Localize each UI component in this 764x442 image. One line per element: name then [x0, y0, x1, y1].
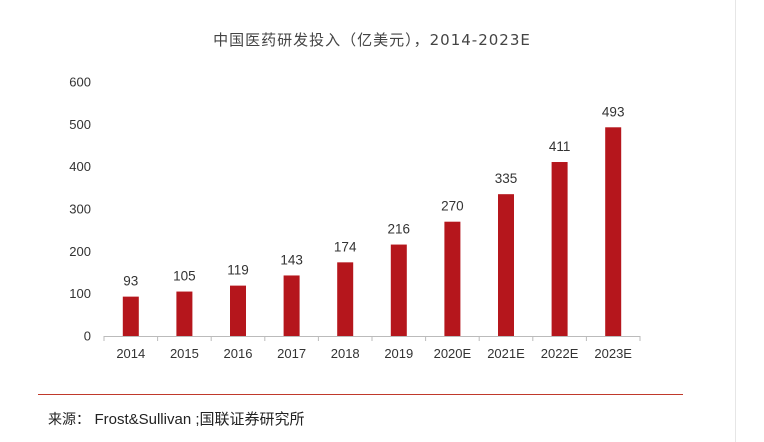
- y-tick-label: 600: [69, 75, 91, 90]
- data-label-2019: 216: [388, 222, 411, 237]
- x-tick-label-2021E: 2021E: [487, 346, 525, 361]
- bar-2014: [122, 296, 139, 336]
- source-note: 来源： Frost&Sullivan ;国联证券研究所: [48, 408, 305, 429]
- y-tick-label: 100: [69, 286, 91, 301]
- x-tick-label-2019: 2019: [384, 346, 413, 361]
- data-label-2020E: 270: [441, 199, 464, 214]
- data-labels: 93 105 119 143 174 216 270 335 411 493: [123, 104, 624, 288]
- data-label-2015: 105: [173, 269, 196, 284]
- data-label-2021E: 335: [495, 171, 518, 186]
- x-tick-label-2020E: 2020E: [434, 346, 472, 361]
- source-label: 来源：: [48, 412, 90, 428]
- data-label-2016: 119: [227, 263, 249, 278]
- x-tick-label-2015: 2015: [170, 346, 199, 361]
- source-text: Frost&Sullivan ;国联证券研究所: [94, 411, 305, 428]
- bar-series: [122, 127, 622, 337]
- bar-2023E: [605, 127, 622, 337]
- y-tick-label: 300: [69, 202, 91, 217]
- bar-2016: [230, 285, 246, 336]
- data-label-2014: 93: [123, 274, 138, 289]
- data-label-2017: 143: [280, 252, 303, 267]
- x-tick-label-2023E: 2023E: [594, 346, 632, 361]
- bar-2020E: [444, 221, 461, 336]
- bar-2021E: [498, 194, 514, 336]
- y-tick-label: 0: [84, 329, 91, 344]
- x-tick-label-2016: 2016: [224, 346, 253, 361]
- x-tick-label-2018: 2018: [331, 346, 360, 361]
- bar-2022E: [551, 162, 568, 336]
- y-tick-label: 200: [69, 244, 91, 259]
- page-edge: [735, 0, 736, 442]
- bar-2017: [283, 275, 300, 336]
- source-divider: [38, 394, 683, 395]
- bar-2018: [337, 262, 354, 336]
- x-tick-label-2022E: 2022E: [541, 346, 579, 361]
- chart-title: 中国医药研发投入（亿美元），2014-2023E: [213, 31, 531, 49]
- x-axis: 2014 2015 2016 2017 2018 2019 2020E 2021E 2022E 2…: [103, 336, 641, 361]
- y-tick-label: 500: [69, 117, 91, 132]
- y-tick-label: 400: [69, 159, 91, 174]
- data-label-2022E: 411: [549, 139, 571, 154]
- bar-2015: [176, 291, 193, 336]
- data-label-2023E: 493: [602, 104, 625, 119]
- y-axis: 0 100 200 300 400 500 600: [69, 75, 91, 344]
- data-label-2018: 174: [334, 239, 357, 254]
- x-tick-label-2014: 2014: [116, 346, 145, 361]
- bar-2019: [390, 244, 407, 336]
- x-tick-label-2017: 2017: [277, 346, 306, 361]
